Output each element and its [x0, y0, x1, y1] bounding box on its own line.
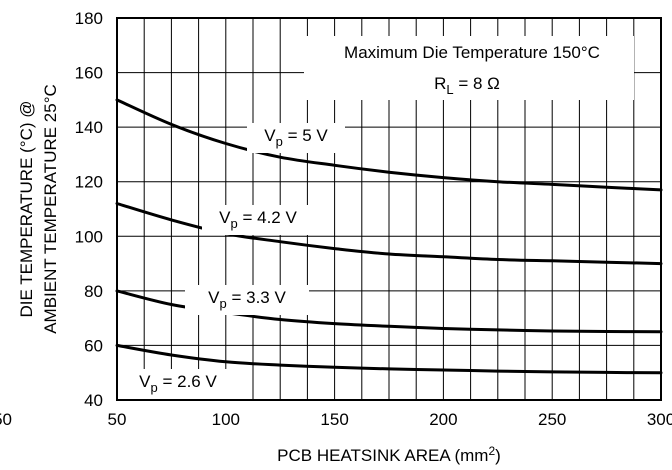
rl-note: RL = 8 Ω — [434, 74, 500, 97]
series-label-background — [185, 285, 309, 315]
x-tick-label: 250 — [538, 410, 566, 429]
series-label-vp-3-3v: Vp = 3.3 V — [208, 288, 286, 311]
tick-labels: 50 100 150 200 250 300 40 60 80 100 120 140 160 180 — [75, 9, 672, 429]
y-tick-label: 160 — [75, 64, 103, 83]
series-label-background — [122, 369, 234, 399]
y-tick-label: 180 — [75, 9, 103, 28]
y-tick-label: 100 — [75, 227, 103, 246]
x-tick-label: 100 — [212, 410, 240, 429]
y-tick-label: 40 — [84, 391, 103, 410]
series-label-background — [202, 205, 314, 235]
x-tick-label: 200 — [429, 410, 457, 429]
series-line-vp-5v — [115, 98, 663, 192]
x-tick-label: 300 — [647, 410, 672, 429]
series-label-vp-4-2v: Vp = 4.2 V — [219, 208, 297, 231]
series-label-background — [247, 123, 345, 153]
plot-frame — [116, 17, 662, 401]
y-axis-title-line-1: DIE TEMPERATURE (°C) @ — [17, 100, 36, 317]
x-tick-label: 150 — [320, 410, 348, 429]
y-tick-label: 120 — [75, 173, 103, 192]
series-line-vp-2-6v — [115, 343, 663, 375]
annotation-background — [304, 36, 634, 100]
x-axis-title: PCB HEATSINK AREA (mm2) — [277, 444, 501, 465]
y-tick-label: 60 — [84, 336, 103, 355]
y-axis-title-line-2: AMBIENT TEMPERATURE 25°C — [41, 84, 60, 334]
x-tick-label: 50 — [108, 410, 127, 429]
left-edge-tick-label: 50 — [0, 410, 12, 429]
max-die-temp-note: Maximum Die Temperature 150°C — [344, 43, 600, 62]
series-label-vp-5v: Vp = 5 V — [264, 126, 328, 149]
series-label-vp-2-6v: Vp = 2.6 V — [139, 372, 217, 395]
y-tick-label: 140 — [75, 118, 103, 137]
y-tick-label: 80 — [84, 282, 103, 301]
series-labels: Vp = 5 V Vp = 4.2 V Vp = 3.3 V Vp = 2.6 V — [122, 123, 345, 399]
